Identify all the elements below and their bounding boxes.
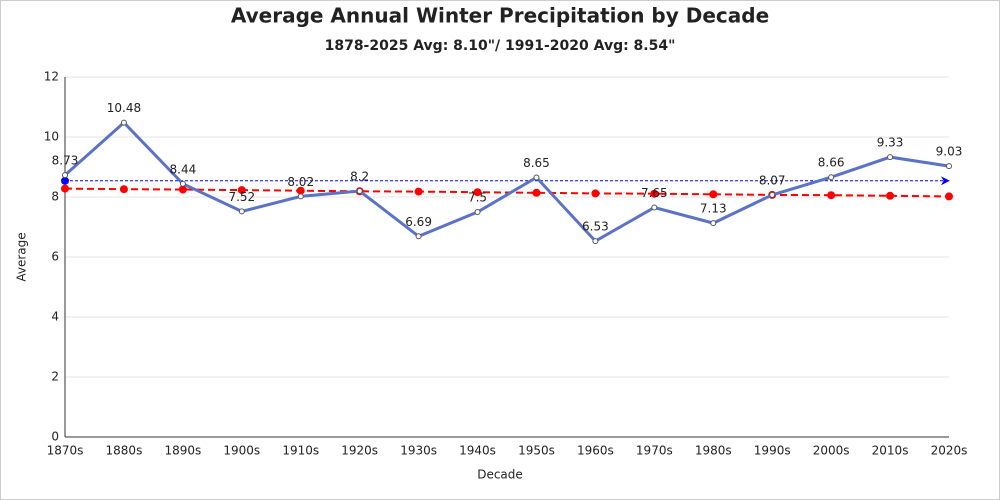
x-tick-label: 2000s	[813, 444, 850, 458]
data-line	[64, 187, 950, 198]
data-label: 7.65	[641, 186, 668, 200]
x-axis-label: Decade	[477, 468, 523, 482]
data-point	[120, 119, 127, 126]
x-tick-label: 1970s	[636, 444, 673, 458]
chart-subtitle: 1878-2025 Avg: 8.10"/ 1991-2020 Avg: 8.5…	[325, 38, 676, 54]
x-tick-label: 1920s	[341, 444, 378, 458]
data-point	[356, 188, 363, 194]
data-label: 7.13	[700, 202, 727, 216]
data-label: 8.65	[523, 156, 550, 170]
y-axis-label: Average	[15, 232, 29, 281]
data-point	[474, 209, 481, 215]
data-point	[473, 188, 482, 197]
data-point	[237, 186, 246, 195]
data-label: 8.66	[818, 156, 845, 170]
x-tick-label: 1990s	[754, 444, 791, 458]
data-label: 8.44	[170, 162, 197, 176]
chart-title: Average Annual Winter Precipitation by D…	[231, 4, 769, 28]
data-label: 8.73	[52, 154, 79, 168]
y-tick-label: 10	[44, 130, 59, 144]
data-label: 7.5	[468, 191, 487, 205]
data-point	[415, 233, 422, 240]
data-line	[64, 120, 950, 243]
x-tick-label: 2010s	[872, 444, 909, 458]
x-tick-label: 1960s	[577, 444, 614, 458]
x-tick-label: 1880s	[106, 444, 143, 458]
data-point	[592, 238, 599, 245]
data-label: 8.2	[350, 170, 369, 184]
reference-point	[61, 176, 69, 185]
data-point	[119, 185, 128, 194]
data-label: 6.69	[405, 215, 432, 229]
y-tick-label: 6	[51, 250, 59, 264]
data-point	[886, 191, 895, 200]
y-tick-label: 2	[51, 370, 59, 384]
data-label: 10.48	[107, 101, 141, 115]
data-point	[946, 163, 952, 170]
y-tick-label: 12	[44, 70, 59, 84]
x-tick-label: 1870s	[47, 444, 84, 458]
data-label: 8.02	[287, 175, 314, 189]
data-point	[297, 193, 304, 200]
x-tick-label: 1910s	[282, 444, 319, 458]
data-point	[296, 186, 305, 195]
data-point	[709, 190, 718, 199]
data-label: 8.07	[759, 173, 786, 187]
data-point	[651, 204, 658, 211]
data-point	[179, 180, 186, 187]
data-point	[591, 189, 600, 198]
data-point	[238, 208, 245, 215]
data-label: 9.33	[877, 136, 904, 150]
x-tick-label: 1980s	[695, 444, 732, 458]
data-label: 9.03	[936, 145, 963, 159]
data-point	[414, 187, 423, 196]
data-point	[710, 220, 717, 227]
data-point	[532, 188, 541, 197]
x-tick-label: 1900s	[223, 444, 260, 458]
data-label: 7.52	[228, 190, 255, 204]
data-point	[178, 185, 187, 194]
y-tick-label: 0	[51, 430, 59, 444]
x-tick-label: 2020s	[931, 444, 968, 458]
y-tick-label: 8	[51, 190, 59, 204]
x-tick-label: 1950s	[518, 444, 555, 458]
data-point	[533, 174, 540, 181]
data-point	[650, 189, 659, 198]
data-label: 6.53	[582, 220, 609, 234]
data-point	[945, 192, 953, 201]
x-tick-label: 1890s	[164, 444, 201, 458]
data-point	[828, 174, 835, 181]
data-point	[769, 191, 776, 198]
x-tick-label: 1930s	[400, 444, 437, 458]
data-point	[827, 191, 836, 200]
x-tick-label: 1940s	[459, 444, 496, 458]
data-point	[62, 172, 68, 179]
y-tick-label: 4	[51, 310, 59, 324]
data-point	[61, 184, 69, 193]
data-point	[887, 154, 894, 161]
